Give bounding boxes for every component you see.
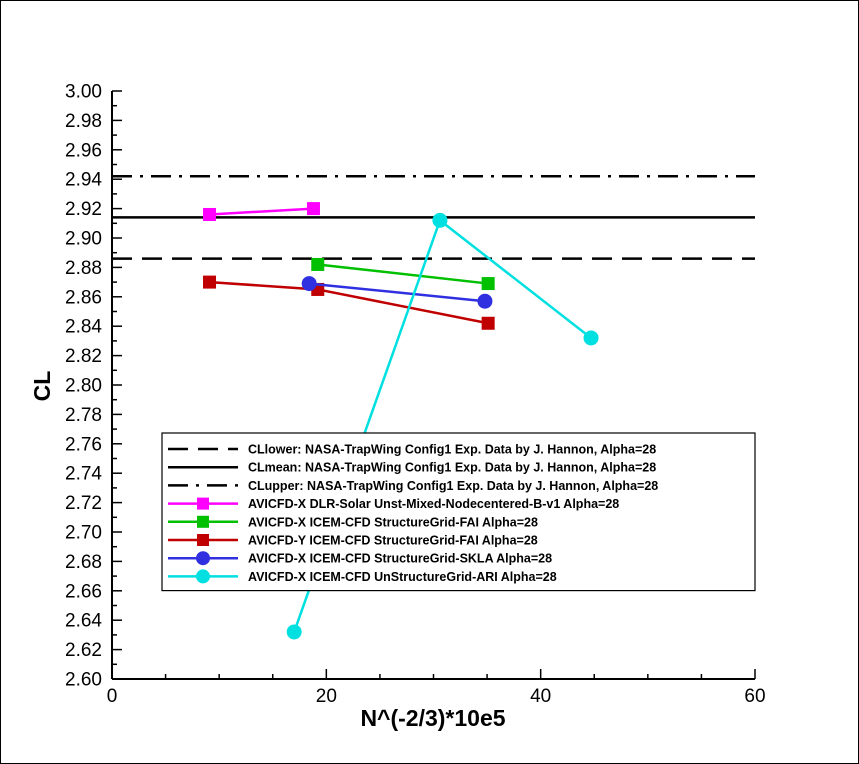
y-tick-label: 3.00: [65, 82, 102, 103]
data-point: [432, 212, 448, 228]
legend-label: AVICFD-X ICEM-CFD StructureGrid-SKLA Alp…: [248, 552, 552, 566]
x-tick-label: 0: [107, 686, 118, 707]
series-1: [203, 202, 320, 221]
data-point: [196, 551, 210, 566]
y-tick-label: 2.98: [65, 111, 102, 132]
data-point: [196, 569, 210, 584]
y-tick-label: 2.60: [65, 670, 102, 691]
y-tick-label: 2.84: [65, 317, 102, 338]
legend-label: CLmean: NASA-TrapWing Config1 Exp. Data …: [248, 461, 656, 475]
data-point: [286, 624, 302, 640]
x-tick-label: 40: [530, 686, 551, 707]
y-tick-label: 2.76: [65, 434, 102, 455]
y-tick-label: 2.92: [65, 199, 102, 220]
data-point: [481, 277, 495, 291]
y-tick-label: 2.62: [65, 640, 102, 661]
legend-box: [161, 432, 756, 592]
y-tick-label: 2.68: [65, 552, 102, 573]
series-line: [309, 282, 486, 303]
axes: 2.60 2.62 2.64 2.66 2.68 2.70 2.72 2.74 2.76 2.78…: [65, 82, 766, 708]
legend-entry: CLupper: NASA-TrapWing Config1 Exp. Data…: [168, 479, 658, 493]
legend-entry: AVICFD-X ICEM-CFD StructureGrid-FAI Alph…: [168, 515, 538, 529]
x-tick-label: 20: [316, 686, 337, 707]
data-point: [301, 276, 317, 292]
y-tick-label: 2.74: [65, 464, 102, 485]
y-tick-label: 2.88: [65, 258, 102, 279]
y-axis-title: CL: [29, 371, 55, 402]
legend-label: AVICFD-X ICEM-CFD StructureGrid-FAI Alph…: [248, 515, 538, 529]
data-point: [197, 534, 209, 546]
y-tick-label: 2.80: [65, 376, 102, 397]
data-point: [583, 330, 599, 346]
legend-label: CLlower: NASA-TrapWing Config1 Exp. Data…: [248, 443, 656, 457]
series-4: [301, 276, 493, 309]
legend-label: AVICFD-X ICEM-CFD UnStructureGrid-ARI Al…: [248, 570, 557, 584]
series-2: [311, 257, 495, 291]
x-tick-label: 60: [744, 686, 765, 707]
data-series: [203, 202, 599, 640]
y-tick-label: 2.66: [65, 581, 102, 602]
series-line: [209, 207, 314, 216]
legend-label: AVICFD-X DLR-Solar Unst-Mixed-Nodecenter…: [248, 497, 619, 511]
data-point: [306, 202, 320, 216]
legend-entry: CLmean: NASA-TrapWing Config1 Exp. Data …: [168, 461, 656, 475]
data-point: [477, 293, 493, 309]
legend-entry: AVICFD-X ICEM-CFD StructureGrid-SKLA Alp…: [168, 551, 552, 566]
legend-entry: CLlower: NASA-TrapWing Config1 Exp. Data…: [168, 443, 656, 457]
data-point: [203, 207, 217, 221]
series-3: [203, 275, 495, 330]
data-point: [197, 497, 209, 510]
legend-label: CLupper: NASA-TrapWing Config1 Exp. Data…: [248, 479, 658, 493]
y-tick-label: 2.64: [65, 611, 102, 632]
y-tick-label: 2.78: [65, 405, 102, 426]
data-point: [197, 515, 209, 528]
y-tick-label: 2.94: [65, 170, 102, 191]
y-tick-label: 2.90: [65, 229, 102, 250]
y-tick-label: 2.82: [65, 346, 102, 367]
x-axis-title: N^(-2/3)*10e5: [360, 705, 505, 731]
legend: CLlower: NASA-TrapWing Config1 Exp. Data…: [161, 432, 756, 592]
legend-label: AVICFD-Y ICEM-CFD StructureGrid-FAI Alph…: [248, 534, 538, 548]
y-tick-label: 2.96: [65, 140, 102, 161]
legend-entry: AVICFD-Y ICEM-CFD StructureGrid-FAI Alph…: [168, 534, 538, 548]
series-line: [317, 263, 489, 285]
legend-entry: AVICFD-X ICEM-CFD UnStructureGrid-ARI Al…: [168, 569, 557, 584]
y-tick-label: 2.86: [65, 287, 102, 308]
data-point: [203, 275, 217, 289]
y-tick-label: 2.70: [65, 523, 102, 544]
data-point: [481, 316, 495, 330]
data-point: [311, 257, 325, 271]
legend-entry: AVICFD-X DLR-Solar Unst-Mixed-Nodecenter…: [168, 497, 619, 511]
y-tick-label: 2.72: [65, 493, 102, 514]
